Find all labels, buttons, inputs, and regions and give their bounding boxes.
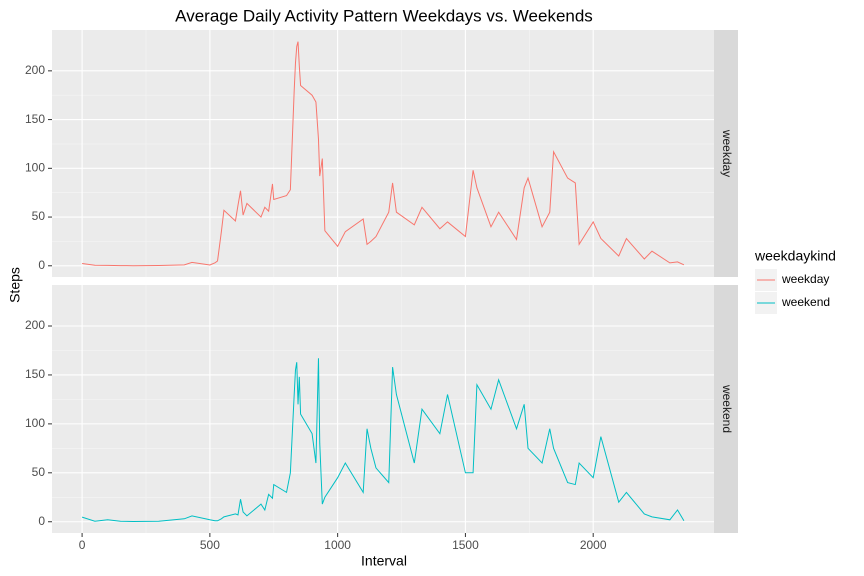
facet-strip-label: weekend xyxy=(720,384,734,433)
x-tick-label: 1000 xyxy=(324,538,351,552)
y-tick-label: 200 xyxy=(25,318,45,332)
legend-label: weekend xyxy=(781,295,830,309)
x-tick-label: 1500 xyxy=(452,538,479,552)
y-tick-label: 150 xyxy=(25,112,45,126)
x-tick-label: 500 xyxy=(200,538,220,552)
x-tick-label: 0 xyxy=(79,538,86,552)
y-tick-label: 100 xyxy=(25,416,45,430)
y-tick-label: 100 xyxy=(25,160,45,174)
panel-background xyxy=(52,30,714,277)
y-tick-label: 50 xyxy=(32,465,46,479)
legend-title: weekdaykind xyxy=(754,248,836,264)
y-tick-label: 50 xyxy=(32,209,46,223)
facet-strip xyxy=(714,285,738,533)
x-axis-label: Interval xyxy=(361,553,407,569)
data-line xyxy=(81,358,685,522)
facet-strip xyxy=(714,30,738,277)
y-tick-label: 0 xyxy=(38,258,45,272)
y-axis-label: Steps xyxy=(7,267,23,303)
y-tick-label: 0 xyxy=(38,514,45,528)
x-tick-label: 2000 xyxy=(580,538,607,552)
panel-background xyxy=(52,285,714,533)
y-tick-label: 200 xyxy=(25,63,45,77)
data-line xyxy=(82,41,685,267)
chart-title: Average Daily Activity Pattern Weekdays … xyxy=(175,6,593,25)
legend-label: weekday xyxy=(781,272,829,286)
facet-strip-label: weekday xyxy=(720,129,734,177)
y-tick-label: 150 xyxy=(25,367,45,381)
